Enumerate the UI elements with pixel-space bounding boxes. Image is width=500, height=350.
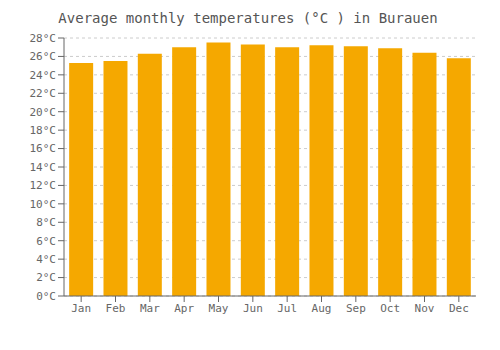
svg-text:22°C: 22°C [30,87,57,100]
svg-text:26°C: 26°C [30,50,57,63]
svg-text:24°C: 24°C [30,69,57,82]
svg-text:Feb: Feb [106,302,126,315]
svg-text:Mar: Mar [140,302,160,315]
svg-text:Dec: Dec [449,302,469,315]
svg-text:2°C: 2°C [36,271,56,284]
svg-text:May: May [209,302,229,315]
svg-text:8°C: 8°C [36,216,56,229]
svg-text:Nov: Nov [415,302,435,315]
svg-text:18°C: 18°C [30,124,57,137]
svg-text:16°C: 16°C [30,142,57,155]
svg-text:0°C: 0°C [36,290,56,303]
svg-text:4°C: 4°C [36,253,56,266]
svg-text:Sep: Sep [346,302,366,315]
svg-text:12°C: 12°C [30,179,57,192]
svg-text:Apr: Apr [174,302,194,315]
html-text:Average monthly temperatures (: Average monthly temperatures (°C ) in Bu… [58,10,438,26]
svg-text:6°C: 6°C [36,235,56,248]
svg-text:14°C: 14°C [30,161,57,174]
svg-text:Jul: Jul [277,302,297,315]
svg-text:Jun: Jun [243,302,263,315]
svg-text:Aug: Aug [312,302,332,315]
svg-text:Oct: Oct [380,302,400,315]
svg-text:10°C: 10°C [30,198,57,211]
svg-text:20°C: 20°C [30,106,57,119]
svg-text:28°C: 28°C [30,32,57,45]
svg-text:Jan: Jan [71,302,91,315]
